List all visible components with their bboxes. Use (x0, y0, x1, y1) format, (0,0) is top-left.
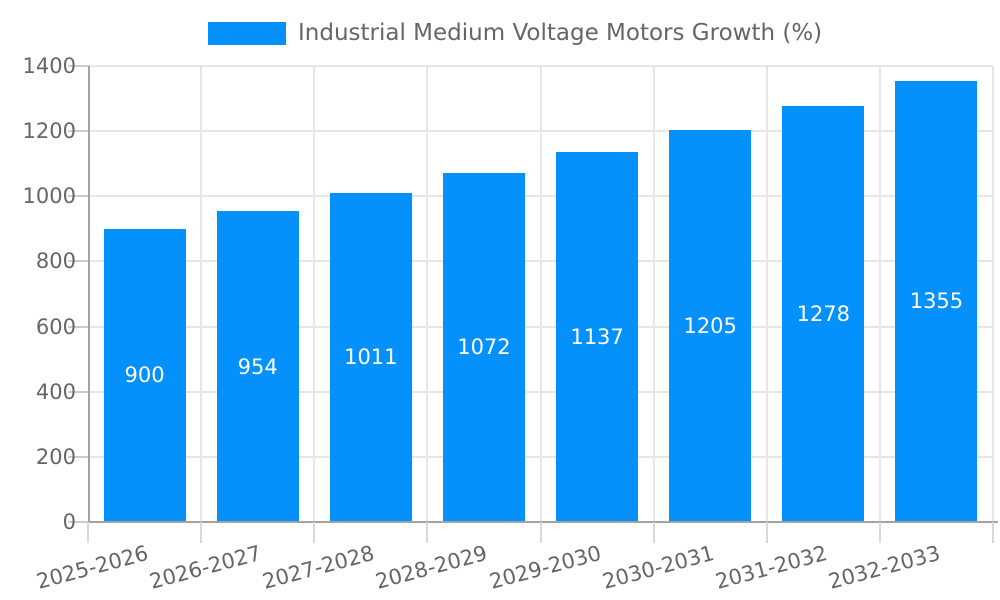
legend-item[interactable]: Industrial Medium Voltage Motors Growth … (208, 20, 822, 47)
x-axis-category-label: 2031-2032 (712, 541, 830, 594)
gridline-vertical (765, 66, 768, 522)
bar (669, 129, 752, 522)
gridline-vertical (200, 66, 203, 522)
x-axis-category-label: 2030-2031 (599, 541, 717, 594)
x-axis-tick-mark (200, 522, 203, 543)
legend-label: Industrial Medium Voltage Motors Growth … (298, 20, 823, 46)
x-axis-line (78, 521, 998, 523)
y-axis-tick-mark (68, 130, 88, 133)
x-axis-tick-mark (992, 522, 994, 543)
gridline-vertical (878, 66, 881, 522)
bar-value-label: 1011 (344, 345, 398, 370)
bar (216, 211, 299, 522)
y-axis-line (88, 66, 90, 522)
gridline-vertical (426, 66, 429, 522)
y-axis-tick-label: 800 (35, 249, 76, 274)
legend-swatch (208, 22, 286, 45)
x-axis-tick-mark (87, 522, 89, 543)
bar (556, 151, 639, 522)
bar (442, 172, 525, 522)
y-axis-tick-label: 400 (35, 379, 76, 404)
bar-value-label: 1072 (457, 335, 511, 360)
x-axis-category-label: 2032-2033 (825, 541, 943, 594)
plot-area: 900 954 1011 1072 1137 1205 1278 1355 (88, 65, 994, 522)
x-axis-category-label: 2029-2030 (486, 541, 604, 594)
y-axis-tick-mark (68, 521, 88, 523)
bar-value-label: 900 (124, 363, 165, 388)
gridline-vertical (992, 66, 994, 522)
y-axis-tick-label: 1200 (22, 119, 76, 144)
y-axis-tick-label: 200 (35, 444, 76, 469)
y-axis-tick-mark (68, 65, 88, 67)
x-axis-tick-mark (426, 522, 429, 543)
bar (103, 228, 186, 522)
x-axis-category-label: 2027-2028 (260, 541, 378, 594)
bar-value-label: 1205 (683, 313, 737, 338)
x-axis-category-label: 2026-2027 (147, 541, 264, 594)
y-axis-tick-label: 600 (35, 314, 76, 339)
x-axis-category-label: 2025-2026 (33, 541, 151, 594)
y-axis-tick-mark (68, 390, 88, 393)
y-axis-tick-label: 1000 (22, 184, 76, 209)
gridline-vertical (652, 66, 655, 522)
bar-value-label: 1355 (909, 289, 964, 314)
y-axis-tick-mark (68, 325, 88, 328)
bar-value-label: 1278 (796, 301, 851, 326)
bar (782, 105, 865, 522)
y-axis-tick-label: 1400 (22, 54, 76, 78)
y-axis-tick-mark (68, 455, 88, 458)
x-axis-tick-mark (878, 522, 881, 543)
gridline-vertical (313, 66, 316, 522)
bar (329, 192, 412, 522)
gridline-vertical (539, 66, 542, 522)
y-axis-tick-label: 0 (62, 510, 76, 534)
y-axis-tick-mark (68, 260, 88, 263)
bar-value-label: 1137 (570, 324, 624, 349)
y-axis-tick-mark (68, 195, 88, 198)
x-axis-tick-mark (765, 522, 768, 543)
x-axis-tick-mark (652, 522, 655, 543)
bar-value-label: 954 (237, 354, 278, 379)
x-axis-category-label: 2028-2029 (373, 541, 491, 594)
x-axis-tick-mark (539, 522, 542, 543)
bar (895, 80, 978, 522)
x-axis-tick-mark (313, 522, 316, 543)
